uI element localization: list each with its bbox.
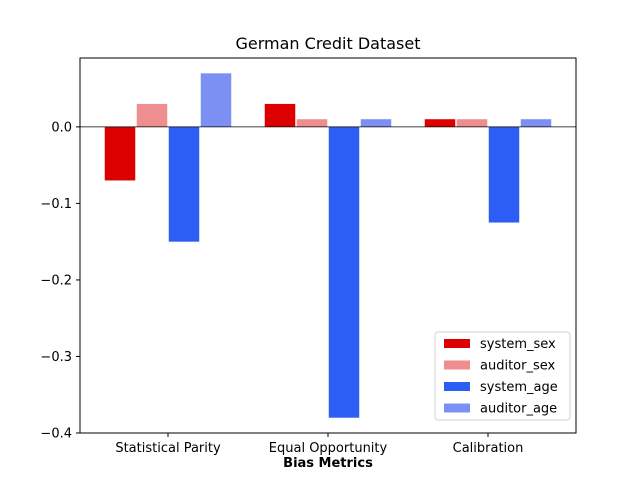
bar-auditor_sex-1 xyxy=(296,119,328,127)
legend-box xyxy=(434,331,571,421)
x-tick-label: Equal Opportunity xyxy=(269,441,388,456)
y-tick-label: −0.4 xyxy=(40,427,72,442)
bar-system_age-0 xyxy=(168,126,200,242)
x-axis: Statistical Parity Equal Opportunity Calib… xyxy=(115,433,523,456)
y-tick-label: −0.1 xyxy=(40,197,72,212)
bar-auditor_sex-0 xyxy=(136,103,168,127)
y-axis: 0.0 −0.1 −0.2 −0.3 −0.4 xyxy=(40,120,80,442)
legend-label-auditor_age: auditor_age xyxy=(480,402,557,417)
bar-auditor_age-1 xyxy=(360,119,392,127)
y-tick-label: −0.3 xyxy=(40,350,72,365)
y-tick-label: −0.2 xyxy=(40,273,72,288)
bar-system_sex-0 xyxy=(104,126,136,181)
bar-auditor_age-2 xyxy=(520,119,552,127)
legend-label-system_age: system_age xyxy=(480,380,558,395)
x-axis-label: Bias Metrics xyxy=(283,456,373,471)
plot-area xyxy=(80,73,576,418)
bar-auditor_sex-2 xyxy=(456,119,488,127)
legend: system_sex auditor_sex system_age auditor_a… xyxy=(434,331,571,421)
legend-label-system_sex: system_sex xyxy=(480,337,556,352)
legend-swatch-system_sex xyxy=(444,339,470,348)
y-tick-label: 0.0 xyxy=(51,120,72,135)
bar-system_age-1 xyxy=(328,126,360,418)
bar-auditor_age-0 xyxy=(200,73,232,127)
x-tick-label: Calibration xyxy=(453,441,524,456)
legend-label-auditor_sex: auditor_sex xyxy=(480,359,556,374)
chart-title: German Credit Dataset xyxy=(235,34,420,53)
bar-system_sex-2 xyxy=(424,119,456,127)
bar-system_sex-1 xyxy=(264,103,296,127)
legend-swatch-auditor_age xyxy=(444,403,470,413)
bar-system_age-2 xyxy=(488,126,520,223)
legend-swatch-auditor_sex xyxy=(444,360,470,370)
x-tick-label: Statistical Parity xyxy=(115,441,221,456)
legend-swatch-system_age xyxy=(444,382,470,391)
